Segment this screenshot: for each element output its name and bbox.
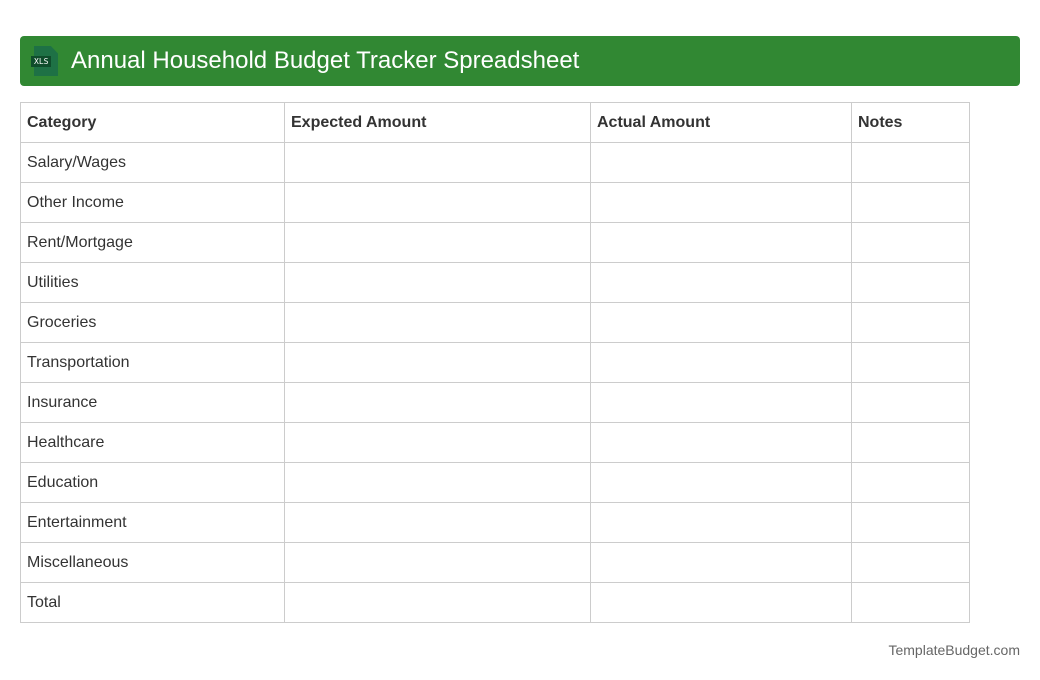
actual-amount-cell[interactable] bbox=[590, 182, 852, 223]
expected-amount-cell[interactable] bbox=[284, 182, 591, 223]
table-row: Insurance bbox=[20, 382, 970, 423]
notes-cell[interactable] bbox=[851, 302, 970, 343]
notes-cell[interactable] bbox=[851, 342, 970, 383]
notes-cell[interactable] bbox=[851, 542, 970, 583]
actual-amount-cell[interactable] bbox=[590, 342, 852, 383]
actual-amount-cell[interactable] bbox=[590, 222, 852, 263]
actual-amount-cell[interactable] bbox=[590, 422, 852, 463]
category-cell: Other Income bbox=[20, 182, 285, 223]
category-cell: Education bbox=[20, 462, 285, 503]
category-cell: Salary/Wages bbox=[20, 142, 285, 183]
actual-amount-cell[interactable] bbox=[590, 542, 852, 583]
actual-amount-cell[interactable] bbox=[590, 382, 852, 423]
category-cell: Miscellaneous bbox=[20, 542, 285, 583]
table-row: Miscellaneous bbox=[20, 542, 970, 583]
actual-amount-cell[interactable] bbox=[590, 142, 852, 183]
actual-amount-cell[interactable] bbox=[590, 502, 852, 543]
category-cell: Healthcare bbox=[20, 422, 285, 463]
category-cell: Utilities bbox=[20, 262, 285, 303]
category-cell: Entertainment bbox=[20, 502, 285, 543]
notes-cell[interactable] bbox=[851, 502, 970, 543]
table-row: Utilities bbox=[20, 262, 970, 303]
table-row: Other Income bbox=[20, 182, 970, 223]
expected-amount-cell[interactable] bbox=[284, 142, 591, 183]
actual-amount-cell[interactable] bbox=[590, 462, 852, 503]
table-row: Entertainment bbox=[20, 502, 970, 543]
category-cell: Transportation bbox=[20, 342, 285, 383]
category-cell: Groceries bbox=[20, 302, 285, 343]
column-header: Actual Amount bbox=[590, 102, 852, 143]
notes-cell[interactable] bbox=[851, 462, 970, 503]
column-header: Category bbox=[20, 102, 285, 143]
actual-amount-cell[interactable] bbox=[590, 302, 852, 343]
table-row: Salary/Wages bbox=[20, 142, 970, 183]
actual-amount-cell[interactable] bbox=[590, 582, 852, 623]
expected-amount-cell[interactable] bbox=[284, 582, 591, 623]
notes-cell[interactable] bbox=[851, 142, 970, 183]
notes-cell[interactable] bbox=[851, 582, 970, 623]
expected-amount-cell[interactable] bbox=[284, 542, 591, 583]
table-row: Rent/Mortgage bbox=[20, 222, 970, 263]
category-cell: Insurance bbox=[20, 382, 285, 423]
expected-amount-cell[interactable] bbox=[284, 222, 591, 263]
expected-amount-cell[interactable] bbox=[284, 262, 591, 303]
notes-cell[interactable] bbox=[851, 222, 970, 263]
table-row: Total bbox=[20, 582, 970, 623]
notes-cell[interactable] bbox=[851, 422, 970, 463]
expected-amount-cell[interactable] bbox=[284, 342, 591, 383]
expected-amount-cell[interactable] bbox=[284, 302, 591, 343]
notes-cell[interactable] bbox=[851, 382, 970, 423]
expected-amount-cell[interactable] bbox=[284, 462, 591, 503]
page-title: Annual Household Budget Tracker Spreadsh… bbox=[71, 47, 580, 74]
xls-file-icon: XLS bbox=[31, 46, 58, 76]
expected-amount-cell[interactable] bbox=[284, 382, 591, 423]
category-cell: Total bbox=[20, 582, 285, 623]
actual-amount-cell[interactable] bbox=[590, 262, 852, 303]
budget-table: Category Expected Amount Actual Amount N… bbox=[20, 102, 970, 623]
table-row: Transportation bbox=[20, 342, 970, 383]
title-banner: XLS Annual Household Budget Tracker Spre… bbox=[20, 36, 1020, 86]
column-header: Notes bbox=[851, 102, 970, 143]
category-cell: Rent/Mortgage bbox=[20, 222, 285, 263]
footer-brand: TemplateBudget.com bbox=[888, 642, 1020, 658]
table-row: Education bbox=[20, 462, 970, 503]
table-row: Healthcare bbox=[20, 422, 970, 463]
expected-amount-cell[interactable] bbox=[284, 422, 591, 463]
notes-cell[interactable] bbox=[851, 182, 970, 223]
column-header: Expected Amount bbox=[284, 102, 591, 143]
expected-amount-cell[interactable] bbox=[284, 502, 591, 543]
table-row: Groceries bbox=[20, 302, 970, 343]
notes-cell[interactable] bbox=[851, 262, 970, 303]
